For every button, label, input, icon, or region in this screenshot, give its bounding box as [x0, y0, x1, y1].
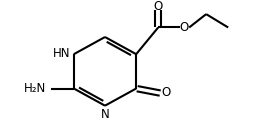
Text: N: N	[101, 108, 109, 121]
Text: O: O	[180, 21, 189, 34]
Text: H₂N: H₂N	[23, 82, 46, 95]
Text: O: O	[154, 0, 163, 13]
Text: HN: HN	[53, 47, 71, 60]
Text: O: O	[161, 86, 171, 99]
